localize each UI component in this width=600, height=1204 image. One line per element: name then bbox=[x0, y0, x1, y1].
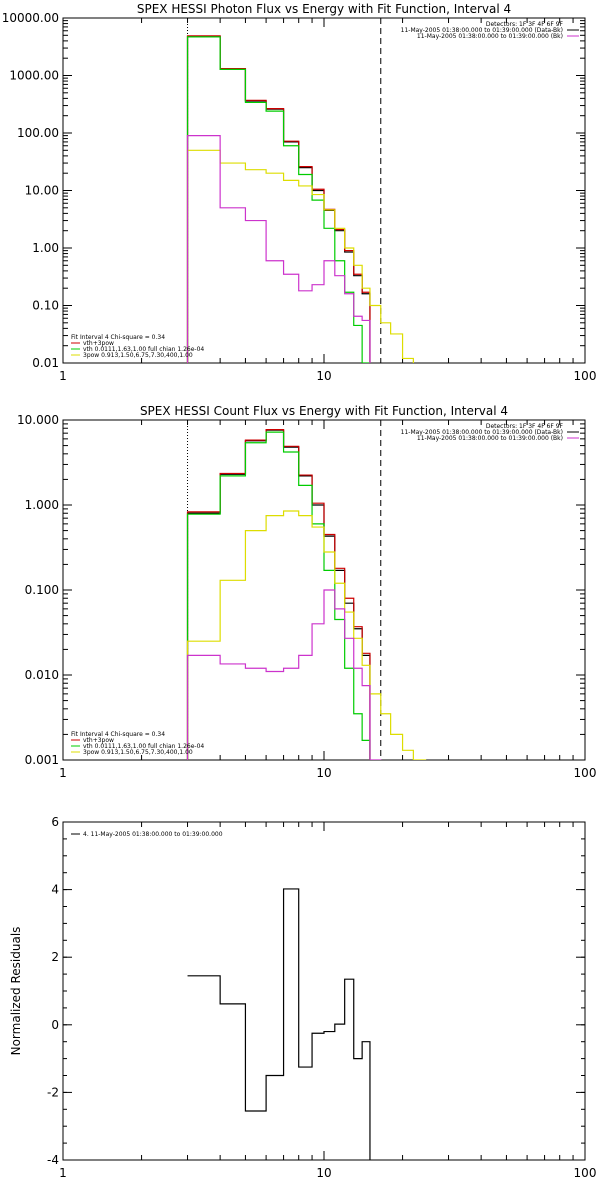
y-tick-label: 1000.00 bbox=[9, 69, 59, 83]
y-tick-label: 1.000 bbox=[25, 498, 59, 512]
legend-entry: vth+3pow bbox=[83, 340, 114, 347]
series-line-4 bbox=[186, 135, 371, 363]
y-ticks-count: 0.001 0.010 0.100 1.000 10.000 bbox=[17, 413, 585, 767]
y-tick-label: 100.00 bbox=[17, 126, 59, 140]
series-line-3 bbox=[186, 510, 427, 760]
x-tick-label: 1 bbox=[59, 766, 67, 780]
y-tick-label: 6 bbox=[51, 815, 59, 829]
series-line-2 bbox=[186, 36, 371, 363]
y-ticks-residuals: -4 -2 0 2 4 6 bbox=[47, 815, 585, 1167]
y-tick-label: -2 bbox=[47, 1085, 59, 1099]
y-tick-label: -4 bbox=[47, 1153, 59, 1167]
header-line: 11-May-2005 01:38:00.000 to 01:39:00.000… bbox=[401, 429, 563, 436]
series-group-residuals bbox=[187, 888, 371, 1160]
legend-entry: vth+3pow bbox=[83, 737, 114, 744]
x-tick-label: 1 bbox=[59, 1166, 67, 1180]
x-tick-label: 100 bbox=[574, 1166, 597, 1180]
series-group-photon bbox=[186, 18, 414, 363]
header-line: 11-May-2005 01:38:00.000 to 01:39:00.000… bbox=[417, 435, 563, 442]
chart-title-count: SPEX HESSI Count Flux vs Energy with Fit… bbox=[140, 404, 508, 418]
x-tick-label: 10 bbox=[316, 766, 331, 780]
series-line-3 bbox=[186, 149, 414, 363]
series-line-1 bbox=[186, 35, 371, 363]
x-tick-label: 1 bbox=[59, 369, 67, 383]
x-tick-label: 100 bbox=[574, 766, 597, 780]
y-tick-label: 0.001 bbox=[25, 753, 59, 767]
y-tick-label: 0.01 bbox=[32, 356, 59, 370]
x-tick-label: 10 bbox=[316, 369, 331, 383]
y-tick-label: 2 bbox=[51, 950, 59, 964]
legend-entry: 3pow 0.913,1.50,6.75,7.30,400,1.00 bbox=[83, 352, 193, 359]
series-line-0 bbox=[186, 35, 371, 363]
panel-residuals: Normalized Residuals 1 10 100 -4 -2 0 2 4 6 4. 11-… bbox=[9, 815, 596, 1180]
x-tick-label: 100 bbox=[574, 369, 597, 383]
legend-entry: 4. 11-May-2005 01:38:00.000 to 01:39:00.… bbox=[83, 831, 223, 838]
series-line-4 bbox=[186, 589, 382, 760]
panel-photon: SPEX HESSI Photon Flux vs Energy with Fi… bbox=[2, 2, 597, 383]
x-ticks-count: 1 10 100 bbox=[59, 420, 596, 780]
y-tick-label: 0.010 bbox=[25, 668, 59, 682]
legend-entry: vth 0.0111,1.63,1.00 full chian 1.26e-04 bbox=[83, 743, 204, 750]
series-group-count bbox=[186, 420, 427, 760]
y-tick-label: 10000.00 bbox=[2, 11, 59, 25]
chart-title-photon: SPEX HESSI Photon Flux vs Energy with Fi… bbox=[137, 2, 511, 16]
legend-entry: Fit Interval 4 Chi-square = 0.34 bbox=[71, 334, 165, 341]
y-tick-label: 0 bbox=[51, 1018, 59, 1032]
y-tick-label: 1.00 bbox=[32, 241, 59, 255]
header-line: Detectors: 1F 3F 4F 6F 9F bbox=[486, 21, 564, 28]
legend-entry: Fit Interval 4 Chi-square = 0.34 bbox=[71, 731, 165, 738]
y-ticks-photon: 0.01 0.10 1.00 10.00 100.00 1000.00 10000.00 bbox=[2, 11, 585, 370]
x-ticks-photon: 1 10 100 bbox=[59, 18, 596, 383]
legend-count: Fit Interval 4 Chi-square = 0.34vth+3pow… bbox=[71, 731, 204, 756]
x-ticks-residuals: 1 10 100 bbox=[59, 822, 596, 1180]
y-axis-label-residuals: Normalized Residuals bbox=[9, 927, 23, 1056]
legend-photon: Fit Interval 4 Chi-square = 0.34vth+3pow… bbox=[71, 334, 204, 359]
plot-frame-residuals bbox=[62, 821, 586, 1161]
legend-residuals: 4. 11-May-2005 01:38:00.000 to 01:39:00.… bbox=[71, 831, 223, 838]
y-tick-label: 4 bbox=[51, 883, 59, 897]
panel-count: SPEX HESSI Count Flux vs Energy with Fit… bbox=[17, 404, 596, 780]
header-line: 11-May-2005 01:38:00.000 to 01:39:00.000… bbox=[401, 27, 563, 34]
y-tick-label: 10.000 bbox=[17, 413, 59, 427]
y-tick-label: 10.00 bbox=[25, 184, 59, 198]
y-tick-label: 0.100 bbox=[25, 583, 59, 597]
legend-entry: 3pow 0.913,1.50,6.75,7.30,400,1.00 bbox=[83, 749, 193, 756]
series-line-2 bbox=[186, 431, 371, 760]
header-line: 11-May-2005 01:38:00.000 to 01:39:00.000… bbox=[417, 33, 563, 40]
series-line-0 bbox=[187, 888, 371, 1160]
header-line: Detectors: 1F 3F 4F 6F 9F bbox=[486, 423, 564, 430]
x-tick-label: 10 bbox=[316, 1166, 331, 1180]
y-tick-label: 0.10 bbox=[32, 299, 59, 313]
legend-entry: vth 0.0111,1.63,1.00 full chian 1.26e-04 bbox=[83, 346, 204, 353]
